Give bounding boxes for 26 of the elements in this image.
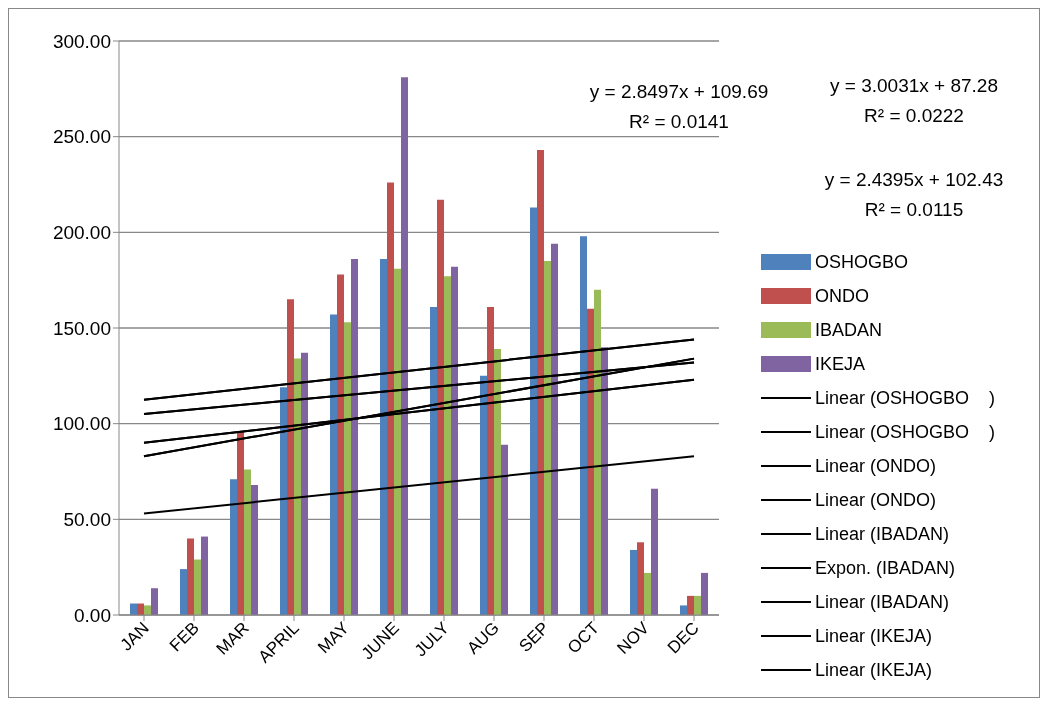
legend-label: Linear (OSHOGBO ) xyxy=(815,421,996,443)
legend-label: Linear (IKEJA) xyxy=(815,625,933,647)
annotation: R² = 0.0141 xyxy=(629,111,729,132)
y-tick-label: 150.00 xyxy=(52,317,111,339)
text: y = 2.4395x + 102.43 xyxy=(824,169,1004,190)
y-tick-label: 50.00 xyxy=(63,509,111,531)
text: R² = 0.0222 xyxy=(864,105,964,126)
y-tick-label: 100.00 xyxy=(52,413,111,435)
legend-label: IKEJA xyxy=(815,353,866,375)
y-tick-label: 0.00 xyxy=(74,604,111,626)
legend-label: Linear (OSHOGBO ) xyxy=(815,387,996,409)
text: R² = 0.0115 xyxy=(864,199,964,220)
text: y = 3.0031x + 87.28 xyxy=(830,75,998,96)
y-tick-label: 300.00 xyxy=(52,30,111,52)
legend-label: ONDO xyxy=(815,285,869,307)
legend-label: IBADAN xyxy=(815,319,883,341)
legend-label: Expon. (IBADAN) xyxy=(815,557,956,579)
y-tick-label: 200.00 xyxy=(52,222,111,244)
y-tick-label: 250.00 xyxy=(52,126,111,148)
legend-label: Linear (IBADAN) xyxy=(815,591,950,613)
legend-label: Linear (IKEJA) xyxy=(815,659,933,681)
legend-label: Linear (ONDO) xyxy=(815,489,937,511)
legend-label: Linear (ONDO) xyxy=(815,455,937,477)
legend-label: OSHOGBO xyxy=(815,251,909,273)
annotation: y = 2.8497x + 109.69 xyxy=(589,81,769,102)
legend-label: Linear (IBADAN) xyxy=(815,523,950,545)
